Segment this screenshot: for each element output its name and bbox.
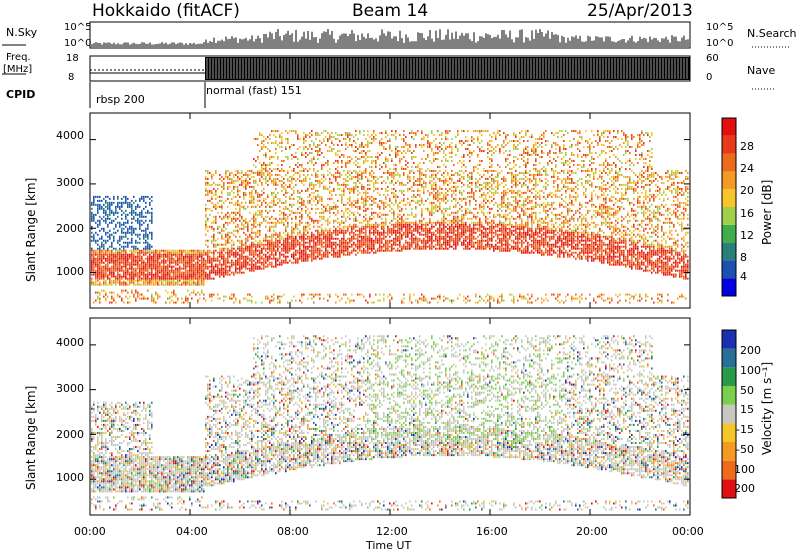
freq-tick-low: 8 [68,72,75,83]
power-cbar-swatch-2 [722,242,736,261]
vel-ytick-2000: 2000 [56,428,84,441]
cpid-seg-normal: normal (fast) 151 [206,84,302,97]
power-cbar-tick-12: 12 [740,229,754,242]
power-cbar-tick-20: 20 [740,184,754,197]
vel-cbar-tick-m15: -15 [736,423,754,436]
power-cells [91,130,689,304]
xaxis-label: Time UT [366,539,412,552]
site-title: Hokkaido (fitACF) [92,1,240,21]
nave-tick-high: 60 [706,53,719,64]
velocity-cbar-swatch-3 [722,423,736,442]
nsearch-tick-high: 10^5 [706,22,734,33]
vel-cbar-tick-200: 200 [740,344,761,357]
cpid-seg-rbsp: rbsp 200 [96,93,145,106]
power-cbar-tick-8: 8 [740,251,747,264]
power-cbar-tick-24: 24 [740,162,754,175]
velocity-cbar-swatch-4 [722,404,736,424]
power-cbar-swatch-0 [722,278,736,296]
xtick-4: 16:00 [476,525,508,538]
nsky-tick-low: 10^0 [64,38,92,49]
nsky-trace [89,29,689,47]
vel-cbar-tick-m50: -50 [736,443,754,456]
power-cbar-frame [721,117,737,297]
power-ytick-2000: 2000 [56,222,84,235]
vel-ytick-4000: 4000 [56,336,84,349]
power-ytick-3000: 3000 [56,176,84,189]
power-cbar-tick-16: 16 [740,207,754,220]
velocity-cbar-swatch-8 [722,330,736,349]
vel-ytick-3000: 3000 [56,382,84,395]
velocity-cbar-swatch-0 [722,479,736,498]
power-cbar-tick-4: 4 [740,270,747,283]
xtick-6: 00:00 [672,525,704,538]
xtick-5: 20:00 [576,525,608,538]
nsky-tick-high: 10^5 [64,22,92,33]
power-cbar-swatch-8 [722,135,736,154]
power-cbar-tick-28: 28 [740,140,754,153]
nsearch-label: N.Search [747,27,797,40]
velocity-cbar-frame [721,329,737,499]
xtick-3: 12:00 [376,525,408,538]
freq-label-2: [MHz] [3,64,33,75]
cpid-label: CPID [6,88,36,101]
power-ytick-1000: 1000 [56,265,84,278]
velocity-cbar-swatch-6 [722,367,736,386]
date-label: 25/Apr/2013 [587,1,693,21]
freq-stripes [206,58,688,79]
velocity-cbar-swatch-7 [722,348,736,368]
power-cbar-swatch-7 [722,153,736,172]
xtick-0: 00:00 [74,525,106,538]
freq-block-normal [205,57,690,80]
xtick-2: 08:00 [277,525,309,538]
power-cbar-swatch-1 [722,260,736,279]
vel-cbar-tick-15: 15 [740,403,754,416]
vel-ytick-1000: 1000 [56,471,84,484]
power-cbar-swatch-3 [722,224,736,243]
vel-cbar-tick-50: 50 [740,384,754,397]
nave-tick-low: 0 [706,72,713,83]
nsky-panel-frame [89,21,691,49]
velocity-cbar-swatch-2 [722,442,736,461]
velocity-cbar-swatch-5 [722,386,736,405]
velocity-cells [91,335,689,511]
nsearch-tick-low: 10^0 [706,38,734,49]
nsky-label: N.Sky [6,26,38,39]
velocity-cbar-swatch-1 [722,460,736,480]
beam-label: Beam 14 [352,1,429,21]
nave-label: Nave [747,64,776,77]
power-ytick-4000: 4000 [56,129,84,142]
power-cbar-swatch-9 [722,118,736,136]
power-cbar-swatch-5 [722,189,736,207]
freq-tick-high: 18 [66,53,79,64]
xtick-1: 04:00 [176,525,208,538]
power-cbar-swatch-6 [722,171,736,190]
power-cbar-swatch-4 [722,207,736,225]
vel-cbar-tick-100: 100 [740,364,761,377]
freq-label-1: Freq. [6,52,31,63]
